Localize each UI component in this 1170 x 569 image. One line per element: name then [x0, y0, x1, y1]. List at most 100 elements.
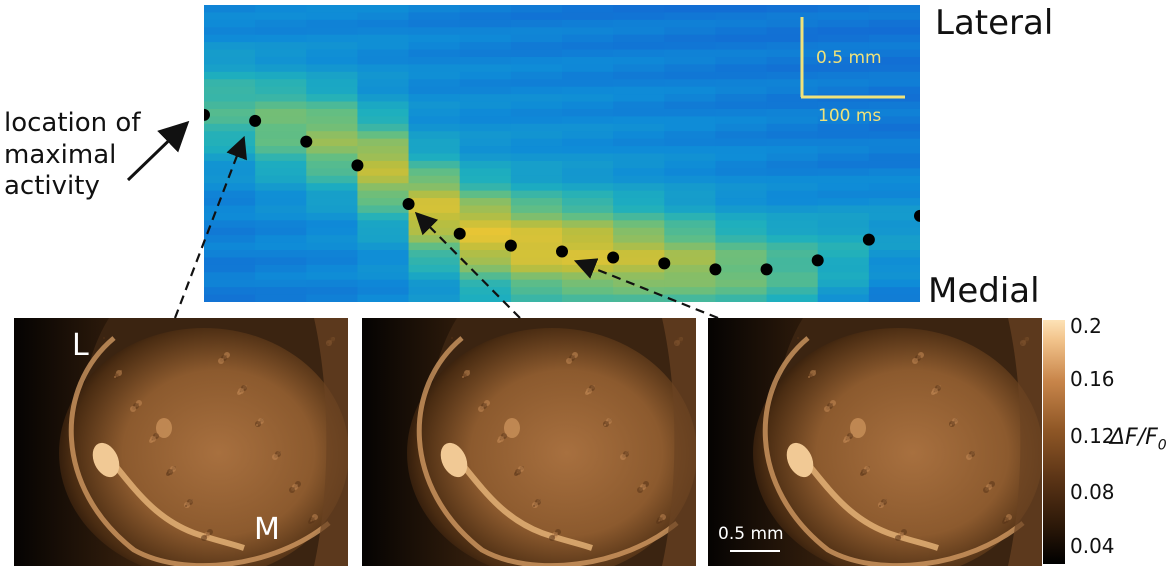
heatmap-cell: [357, 190, 410, 199]
heatmap-cell: [562, 264, 614, 273]
heatmap-cell: [357, 138, 410, 147]
heatmap-cell: [510, 101, 563, 110]
heatmap-cell: [357, 79, 410, 88]
heatmap-cell: [510, 86, 563, 95]
heatmap-cell: [817, 94, 870, 103]
heatmap-cell: [510, 34, 563, 43]
heatmap-cell: [817, 190, 870, 199]
heatmap-cell: [459, 175, 512, 184]
heatmap-cell: [306, 116, 359, 125]
tissue-texture: [201, 535, 207, 541]
heatmap-cell: [868, 175, 920, 184]
heatmap-cell: [306, 168, 359, 177]
heatmap-cell: [766, 235, 819, 244]
heatmap-cell: [715, 71, 768, 80]
heatmap-cell: [664, 71, 717, 80]
heatmap-cell: [255, 235, 307, 244]
heatmap-cell: [664, 257, 717, 266]
tissue-texture: [603, 421, 609, 427]
heatmap-cell: [613, 27, 665, 36]
heatmap-cell: [613, 272, 665, 281]
heatmap-cell: [204, 250, 256, 259]
heatmap-cell: [868, 49, 920, 58]
tissue-ridge: [454, 456, 593, 551]
max-activity-point: [914, 209, 920, 222]
heatmap-cell: [357, 19, 410, 28]
heatmap-cell: [204, 264, 256, 273]
heatmap-cell: [715, 64, 768, 73]
tissue-rim: [762, 336, 1025, 566]
heatmap-cell: [664, 287, 717, 296]
heatmap-cell: [613, 294, 665, 302]
scalebar-vertical-label: 0.5 mm: [816, 48, 882, 68]
heatmap-cell: [357, 64, 410, 73]
heatmap-cell: [868, 79, 920, 88]
heatmap-cell: [255, 190, 307, 199]
heatmap-cell: [306, 190, 359, 199]
heatmap-cell: [817, 212, 870, 221]
heatmap-cell: [306, 183, 359, 192]
heatmap-cell: [562, 220, 614, 229]
heatmap-cell: [766, 64, 819, 73]
heatmap-cell: [459, 235, 512, 244]
heatmap-cell: [868, 34, 920, 43]
heatmap-cell: [562, 71, 614, 80]
heatmap-cell: [510, 146, 563, 155]
heatmap-cell: [408, 279, 461, 288]
heatmap-cell: [766, 108, 819, 117]
tissue-texture: [620, 454, 626, 460]
heatmap-cell: [562, 94, 614, 103]
heatmap-cell: [510, 116, 563, 125]
heatmap-cell: [255, 242, 307, 251]
heatmap-cell: [255, 212, 307, 221]
tissue-rim: [416, 336, 679, 566]
heatmap-cell: [459, 86, 512, 95]
heatmap-cell: [306, 272, 359, 281]
tissue-texture: [237, 391, 241, 395]
heatmap-cell: [817, 183, 870, 192]
heatmap-cell: [306, 34, 359, 43]
heatmap-cell: [357, 294, 410, 302]
heatmap-cell: [766, 56, 819, 66]
heatmap-cell: [766, 94, 819, 103]
heatmap-cell: [562, 138, 614, 147]
heatmap-cell: [715, 160, 768, 169]
heatmap-cell: [204, 94, 256, 103]
heatmap-cell: [408, 19, 461, 28]
tissue-spot: [850, 418, 866, 438]
heatmap-cell: [204, 138, 256, 147]
heatmap-cell: [664, 190, 717, 199]
heatmap-cell: [408, 27, 461, 36]
heatmap-cell: [766, 34, 819, 43]
heatmap-cell: [510, 175, 563, 184]
tissue-texture: [255, 421, 261, 427]
heatmap-cell: [357, 56, 410, 66]
heatmap-cell: [204, 160, 256, 169]
heatmap-cell: [204, 287, 256, 296]
heatmap-cell: [613, 250, 665, 259]
heatmap-cell: [255, 227, 307, 236]
heatmap-cell: [408, 227, 461, 236]
heatmap-cell: [562, 183, 614, 192]
heatmap-cell: [357, 160, 410, 169]
heatmap-cell: [715, 27, 768, 36]
heatmap-cell: [306, 235, 359, 244]
heatmap-cell: [408, 108, 461, 117]
heatmap-cell: [255, 287, 307, 296]
heatmap-cell: [510, 64, 563, 73]
tissue-texture: [549, 535, 555, 541]
heatmap-cell: [357, 27, 410, 36]
heatmap-cell: [817, 34, 870, 43]
heatmap-cell: [510, 279, 563, 288]
heatmap-cell: [459, 64, 512, 73]
colorbar-tick-3: 0.08: [1070, 480, 1115, 504]
heatmap-cell: [664, 242, 717, 251]
tissue-edge: [1008, 318, 1042, 566]
tissue-texture: [566, 358, 572, 364]
heatmap-cell: [817, 56, 870, 66]
heatmap-cell: [562, 19, 614, 28]
heatmap-cell: [408, 123, 461, 132]
heatmap-cell: [357, 34, 410, 43]
heatmap-cell: [306, 101, 359, 110]
heatmap-cell: [306, 49, 359, 58]
